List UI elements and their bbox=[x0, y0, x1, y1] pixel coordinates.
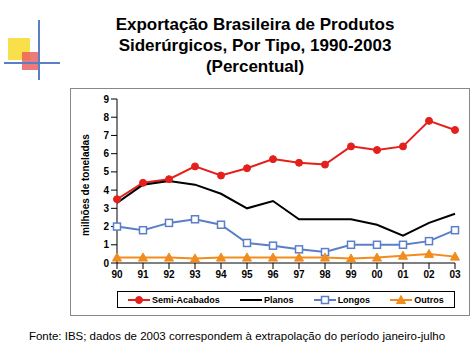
html-text:Exportação Brasileira de Produ: Exportação Brasileira de Produtos Siderú… bbox=[115, 15, 395, 76]
html-text:Fonte: IBS; dados de 2003 corr: Fonte: IBS; dados de 2003 correspondem à… bbox=[28, 330, 446, 342]
svg-text:02: 02 bbox=[423, 269, 435, 280]
svg-text:6: 6 bbox=[103, 148, 109, 159]
svg-text:92: 92 bbox=[163, 269, 175, 280]
svg-text:0: 0 bbox=[103, 258, 109, 269]
svg-text:4: 4 bbox=[103, 185, 109, 196]
svg-text:99: 99 bbox=[345, 269, 357, 280]
svg-text:7: 7 bbox=[103, 130, 109, 141]
svg-text:97: 97 bbox=[293, 269, 305, 280]
svg-text:2: 2 bbox=[103, 221, 109, 232]
svg-text:98: 98 bbox=[319, 269, 331, 280]
html-text:Outros: Outros bbox=[414, 294, 444, 305]
svg-text:8: 8 bbox=[103, 112, 109, 123]
svg-text:96: 96 bbox=[267, 269, 279, 280]
svg-text:1: 1 bbox=[103, 239, 109, 250]
html-text:Semi-Acabados: Semi-Acabados bbox=[152, 294, 220, 305]
svg-text:00: 00 bbox=[371, 269, 383, 280]
svg-text:93: 93 bbox=[189, 269, 201, 280]
svg-text:milhões de toneladas: milhões de toneladas bbox=[80, 134, 91, 236]
svg-text:03: 03 bbox=[449, 269, 461, 280]
html-text:Longos: Longos bbox=[337, 294, 371, 305]
svg-text:90: 90 bbox=[111, 269, 123, 280]
svg-text:91: 91 bbox=[137, 269, 149, 280]
svg-text:3: 3 bbox=[103, 203, 109, 214]
html-text:Planos: Planos bbox=[263, 294, 294, 305]
svg-text:95: 95 bbox=[241, 269, 253, 280]
svg-text:5: 5 bbox=[103, 166, 109, 177]
svg-text:9: 9 bbox=[103, 94, 109, 105]
svg-text:01: 01 bbox=[397, 269, 409, 280]
svg-text:94: 94 bbox=[215, 269, 227, 280]
